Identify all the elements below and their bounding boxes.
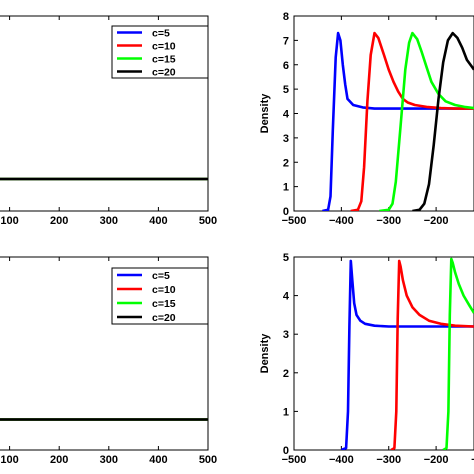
x-tick-label: −300 <box>376 215 401 227</box>
x-tick-label: 100 <box>0 215 18 227</box>
y-tick-label: 2 <box>283 157 289 169</box>
series-group <box>340 257 474 450</box>
legend-label: c=10 <box>152 41 176 53</box>
y-tick-label: 0 <box>283 206 289 218</box>
y-tick-label: 8 <box>283 11 289 23</box>
x-tick-label: 400 <box>149 215 167 227</box>
legend-label: c=15 <box>152 54 176 66</box>
y-tick-label: 7 <box>283 35 289 47</box>
axes-frame <box>0 15 209 212</box>
legend: c=5 c=10 c=15 c=20 <box>111 267 209 325</box>
y-tick-label: 5 <box>283 84 289 96</box>
y-axis-label: Density <box>259 333 271 374</box>
x-tick-label: 400 <box>149 454 167 466</box>
series-line-c10 <box>350 31 474 211</box>
axes-frame <box>293 256 474 451</box>
x-tick-label: 200 <box>50 215 68 227</box>
chart-panel-top-left: 100 200 300 400 500 c=5c=10c=15c=20 <box>0 15 217 227</box>
x-tick-label: 100 <box>0 454 18 466</box>
series-line-c5 <box>340 259 474 450</box>
x-tick-label: 500 <box>199 215 217 227</box>
x-tick-label: −400 <box>329 215 354 227</box>
y-tick-label: 5 <box>283 252 289 264</box>
x-tick-label: −500 <box>282 454 307 466</box>
axes-frame <box>0 256 209 451</box>
series-line-c15 <box>379 31 474 211</box>
x-tick-label: 500 <box>199 454 217 466</box>
series-line-c15 <box>442 257 474 450</box>
y-tick-label: 1 <box>283 182 289 194</box>
y-tick-label: 6 <box>283 60 289 72</box>
series-line-c5 <box>322 31 474 211</box>
legend-box <box>111 25 209 79</box>
legend-label: c=5 <box>152 270 170 282</box>
legend-label: c=15 <box>152 298 176 310</box>
x-tick-label: −200 <box>424 454 449 466</box>
legend-label: c=10 <box>152 284 176 296</box>
x-tick-label: −100 <box>471 454 474 466</box>
y-tick-label: 2 <box>283 368 289 380</box>
x-tick-label: −400 <box>329 454 354 466</box>
y-tick-label: 3 <box>283 133 289 145</box>
x-tick-label: −200 <box>424 215 449 227</box>
legend-box <box>111 267 209 325</box>
y-tick-label: 0 <box>283 445 289 457</box>
legend: c=5c=10c=15c=20 <box>111 25 209 79</box>
chart-panel-bottom-right: −500 −400 −300 −200 −100 0 1 2 3 4 5 Density <box>259 252 474 466</box>
x-tick-label: 300 <box>100 454 118 466</box>
chart-panel-top-right: −500 −400 −300 −200 0 1 2 3 4 5 6 7 8 Density <box>259 11 474 227</box>
x-tick-label: 200 <box>50 454 68 466</box>
y-tick-label: 1 <box>283 406 289 418</box>
series-line-c10 <box>390 259 474 450</box>
y-axis-label: Density <box>259 93 271 134</box>
x-tick-label: −300 <box>376 454 401 466</box>
legend-label: c=20 <box>152 312 176 324</box>
x-tick-label: −500 <box>282 215 307 227</box>
legend-label: c=20 <box>152 67 176 79</box>
x-tick-label: 300 <box>100 215 118 227</box>
series-line-c20 <box>412 31 474 211</box>
y-tick-label: 3 <box>283 329 289 341</box>
y-tick-label: 4 <box>283 291 290 303</box>
series-group <box>322 31 474 211</box>
chart-panel-bottom-left: 100 200 300 400 500 c=5 c=10 c=15 c=20 <box>0 256 217 466</box>
legend-label: c=5 <box>152 28 170 40</box>
y-tick-label: 4 <box>283 109 290 121</box>
